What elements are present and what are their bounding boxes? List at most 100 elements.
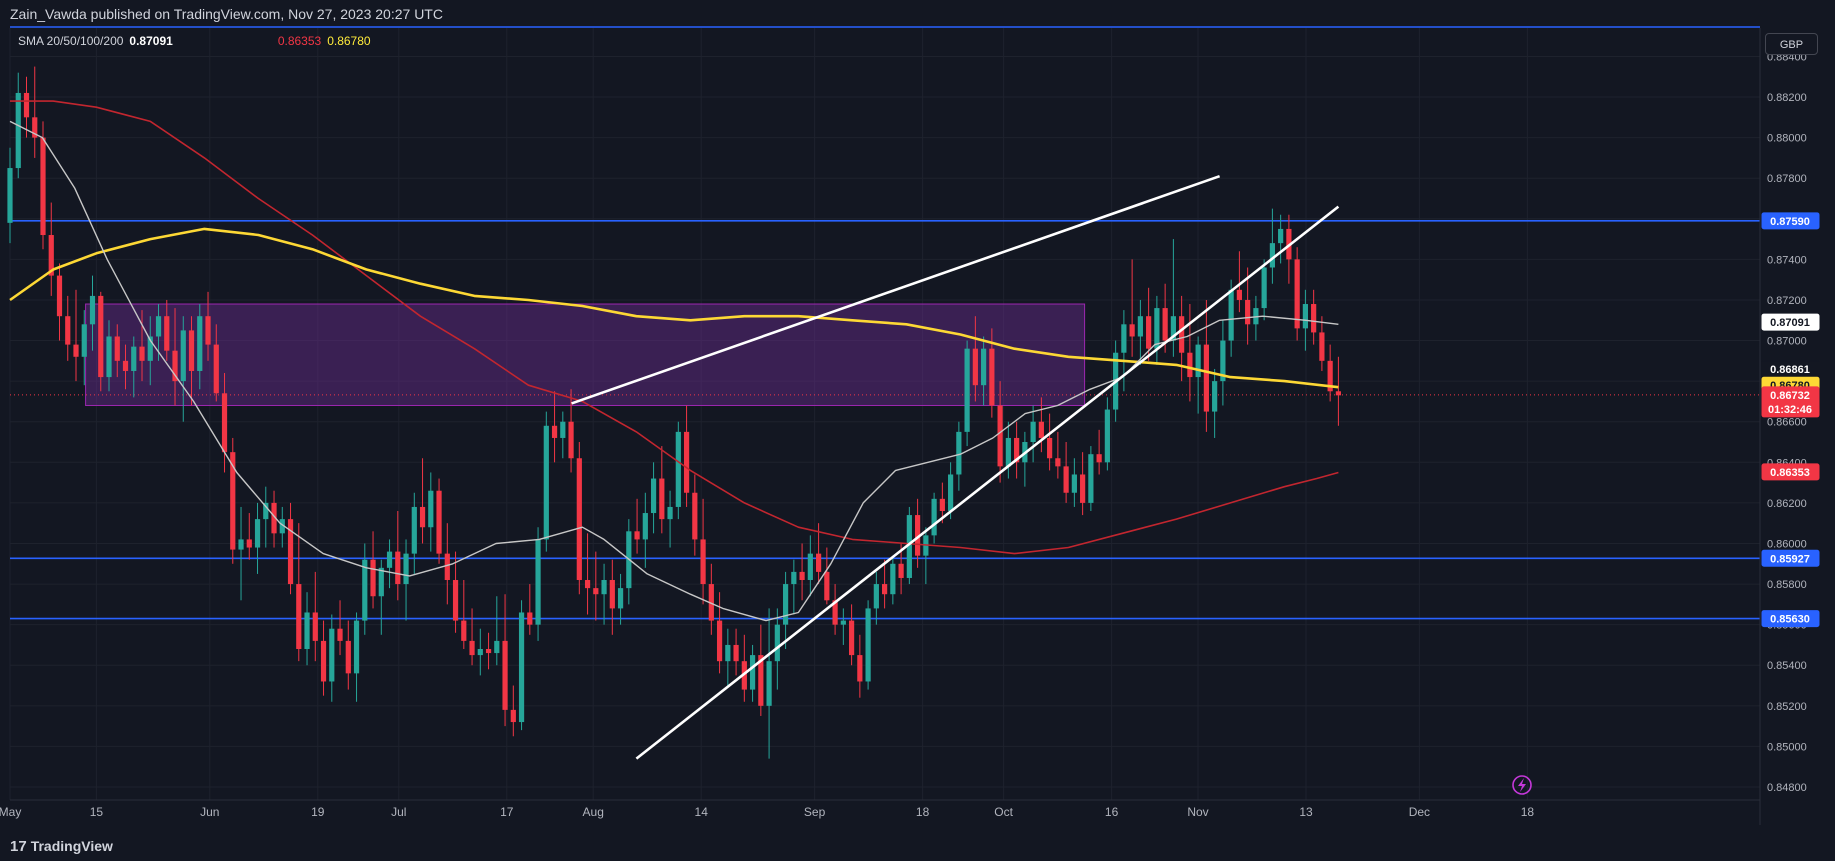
candle: [848, 604, 855, 666]
x-tick-label: 18: [916, 805, 930, 819]
candle-body: [815, 553, 822, 572]
candle-body: [551, 425, 558, 438]
publisher-text: Zain_Vawda published on TradingView.com,…: [10, 6, 443, 22]
candle: [353, 612, 360, 702]
candle-body: [279, 519, 285, 534]
candle-body: [1236, 289, 1242, 300]
currency-button[interactable]: GBP: [1765, 33, 1818, 55]
x-tick-label: 17: [500, 805, 514, 819]
candle: [692, 474, 698, 556]
lightning-icon[interactable]: [1512, 775, 1532, 795]
tradingview-logo[interactable]: 17 TradingView: [10, 838, 113, 855]
candle: [7, 147, 13, 244]
candle: [370, 531, 376, 609]
candle-body: [147, 336, 153, 361]
candle: [741, 634, 747, 702]
candle-body: [494, 640, 500, 654]
candle: [1187, 304, 1193, 402]
candle: [931, 492, 937, 544]
x-tick-label: 16: [1105, 805, 1119, 819]
x-tick-label: Nov: [1187, 805, 1208, 819]
candle-body: [659, 478, 665, 520]
y-tick-label: 0.84800: [1767, 782, 1807, 794]
candle: [1278, 214, 1284, 264]
horizontal-levels[interactable]: [10, 220, 1760, 620]
candle-body: [419, 506, 426, 528]
candle-body: [106, 336, 112, 378]
candle: [733, 628, 739, 676]
candle: [601, 563, 607, 625]
candle: [329, 614, 335, 702]
y-tick-label: 0.85800: [1767, 579, 1807, 591]
price-label-bg: [1761, 463, 1820, 481]
candle-body: [1030, 421, 1036, 443]
candle-body: [1129, 324, 1135, 337]
candle-body: [840, 620, 846, 625]
candle: [403, 539, 409, 621]
candle: [584, 533, 591, 615]
candle-body: [337, 628, 343, 641]
candle: [428, 472, 434, 552]
price-label-sma100: 0.86353: [1761, 463, 1820, 481]
candle-body: [881, 584, 888, 595]
candle: [56, 263, 63, 341]
candle-body: [353, 620, 360, 674]
candlesticks: [7, 66, 1341, 759]
candle: [1063, 442, 1069, 503]
price-label-bg: [1761, 386, 1820, 418]
candle: [1104, 397, 1110, 471]
supply-zone-rect[interactable]: [85, 303, 1086, 406]
candle-body: [972, 348, 978, 386]
price-label-support-low: 0.85630: [1761, 610, 1820, 628]
candle: [172, 308, 178, 406]
candle: [81, 310, 87, 386]
candle-body: [716, 620, 723, 662]
candle-body: [155, 316, 162, 337]
candle-body: [964, 348, 970, 432]
countdown-text: 01:32:46: [1768, 404, 1812, 416]
candle-body: [708, 584, 714, 621]
candle: [683, 405, 690, 507]
candle-body: [296, 584, 302, 650]
candle: [254, 502, 261, 574]
price-label-text: 0.86732: [1770, 390, 1810, 402]
candle-body: [1038, 421, 1044, 438]
candle-body: [667, 506, 673, 520]
candle-body: [956, 431, 962, 475]
candle: [576, 442, 582, 595]
candle: [551, 391, 558, 463]
candle-body: [700, 539, 706, 585]
candle: [444, 523, 450, 605]
candle-body: [395, 551, 401, 585]
candle: [527, 584, 533, 635]
time-axis[interactable]: May 15 Jun 19 Jul 17 Aug 14 Sep 18 Oct 16 Nov 13 Dec 18: [0, 799, 1760, 819]
candle-body: [1245, 299, 1251, 325]
candle: [48, 202, 54, 296]
candle: [832, 584, 838, 635]
candle-body: [287, 519, 294, 585]
candle: [543, 411, 549, 552]
trendlines[interactable]: [571, 174, 1340, 760]
candle-body: [436, 490, 442, 554]
candle-body: [1179, 316, 1185, 353]
price-axis[interactable]: 0.848000.850000.852000.854000.856000.858…: [1759, 28, 1807, 825]
trendline[interactable]: [571, 174, 1221, 405]
candle-body: [304, 612, 310, 650]
candle-body: [865, 608, 871, 682]
candle-body: [898, 563, 904, 578]
candle: [362, 543, 368, 635]
trendline[interactable]: [635, 205, 1340, 760]
candle: [510, 685, 516, 737]
candle-body: [733, 644, 739, 662]
candle: [964, 340, 970, 447]
candle: [593, 551, 599, 621]
y-tick-label: 0.87800: [1767, 173, 1807, 185]
sma-legend[interactable]: SMA 20/50/100/200 0.87091 0.86353 0.86780: [18, 33, 371, 49]
price-label-text: 0.87091: [1770, 317, 1810, 329]
candle-body: [774, 624, 780, 662]
price-label-text: 0.86353: [1770, 467, 1810, 479]
candle: [634, 498, 640, 554]
candle: [1327, 344, 1333, 402]
x-tick-label: 13: [1299, 805, 1313, 819]
